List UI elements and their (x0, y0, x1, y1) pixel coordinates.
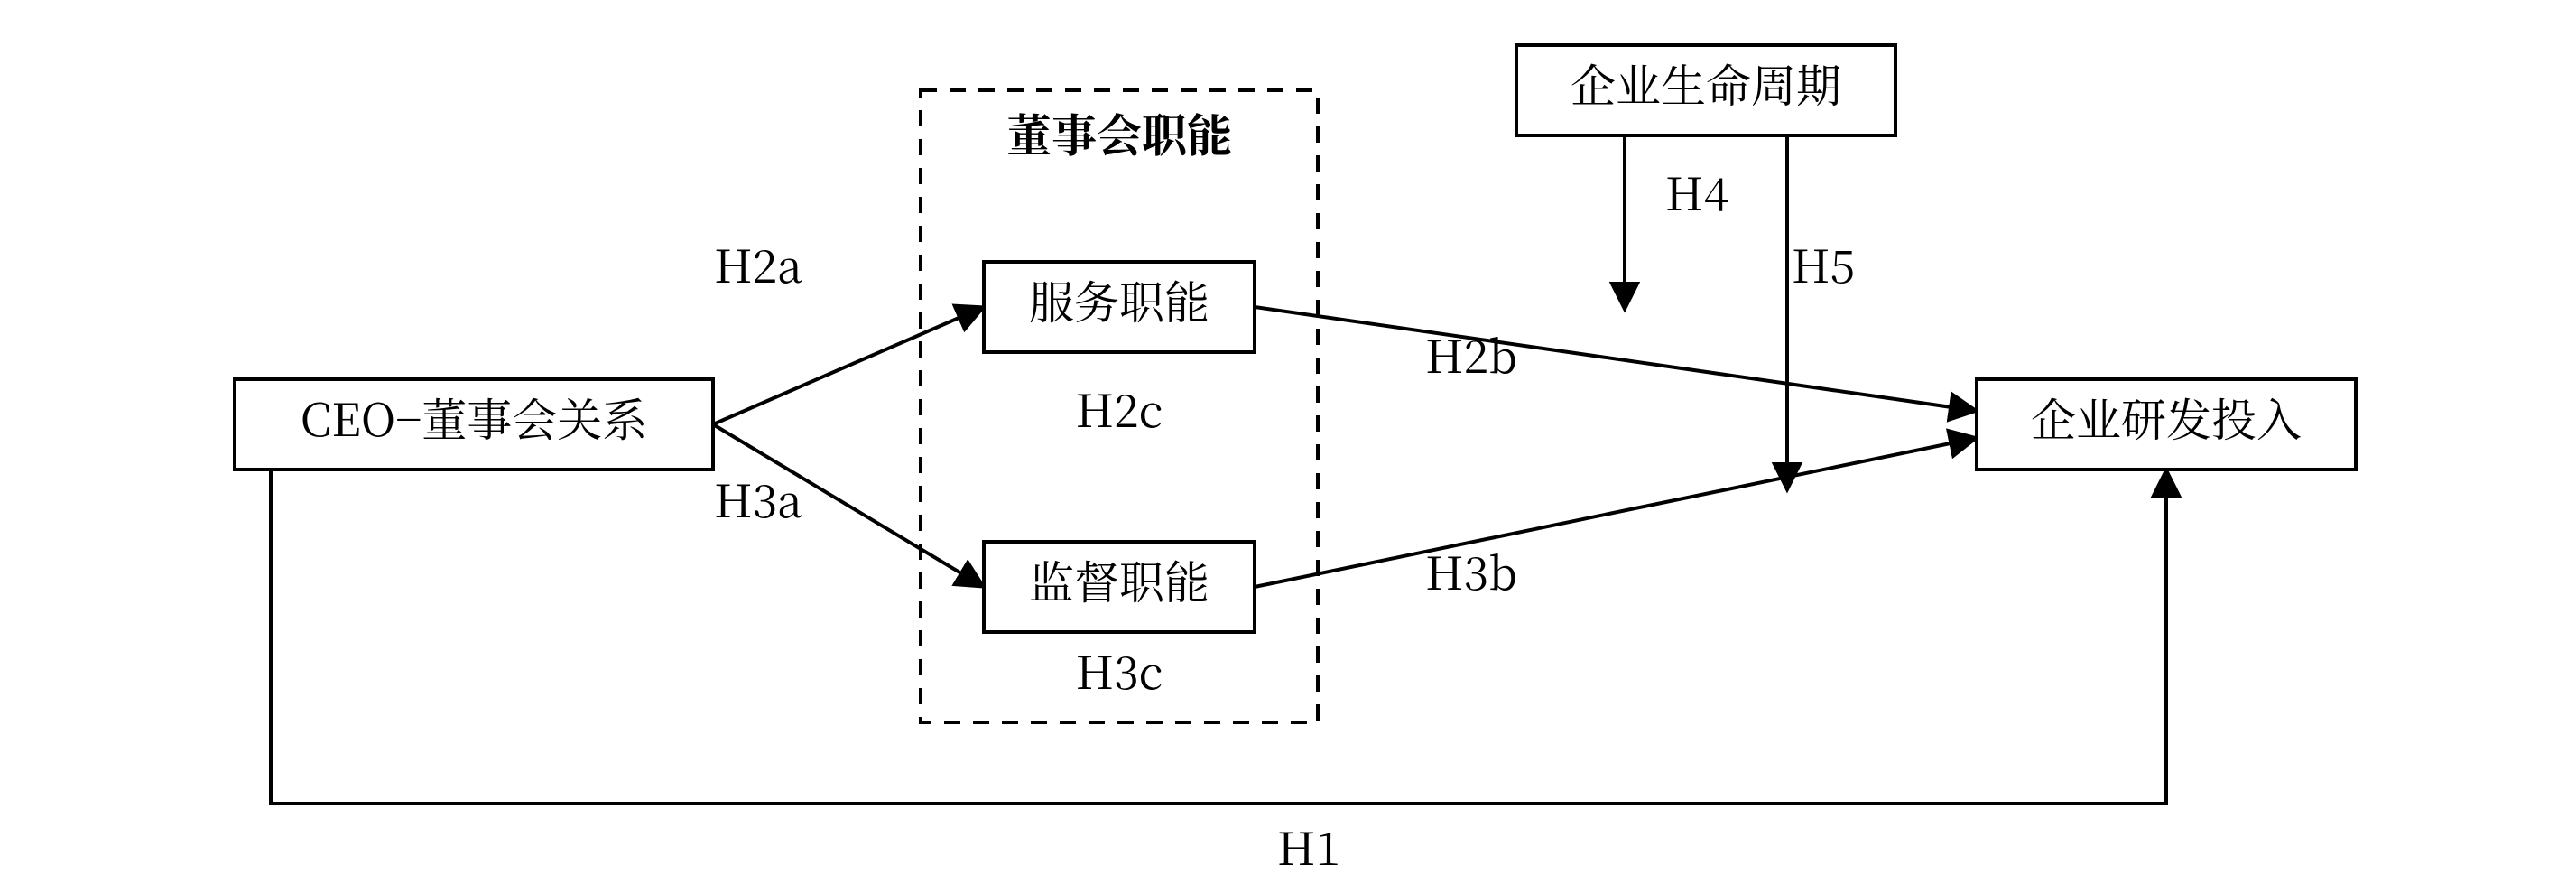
node-lifecycle-label: 企业生命周期 (1571, 51, 1841, 116)
e-h2a (713, 307, 984, 424)
node-service-label: 服务职能 (1029, 267, 1209, 332)
e-h2b (1255, 307, 1977, 411)
edge-label-H5: H5 (1792, 231, 1855, 296)
edge-label-H2b: H2b (1425, 321, 1517, 386)
node-monitor-label: 监督职能 (1029, 547, 1209, 612)
edge-label-H2c: H2c (1075, 376, 1163, 441)
node-ceo-label: CEO−董事会关系 (301, 385, 648, 450)
e-h1 (271, 470, 2166, 804)
e-h3b (1255, 438, 1977, 587)
edge-label-H3b: H3b (1425, 538, 1517, 603)
edge-label-H2a: H2a (714, 231, 802, 296)
edge-label-H3a: H3a (714, 466, 802, 531)
edge-label-H1: H1 (1277, 814, 1340, 879)
edge-label-H4: H4 (1665, 159, 1728, 224)
node-rd-label: 企业研发投入 (2031, 385, 2302, 450)
edge-label-H3c: H3c (1075, 637, 1163, 702)
group-title: 董事会职能 (1006, 100, 1232, 165)
